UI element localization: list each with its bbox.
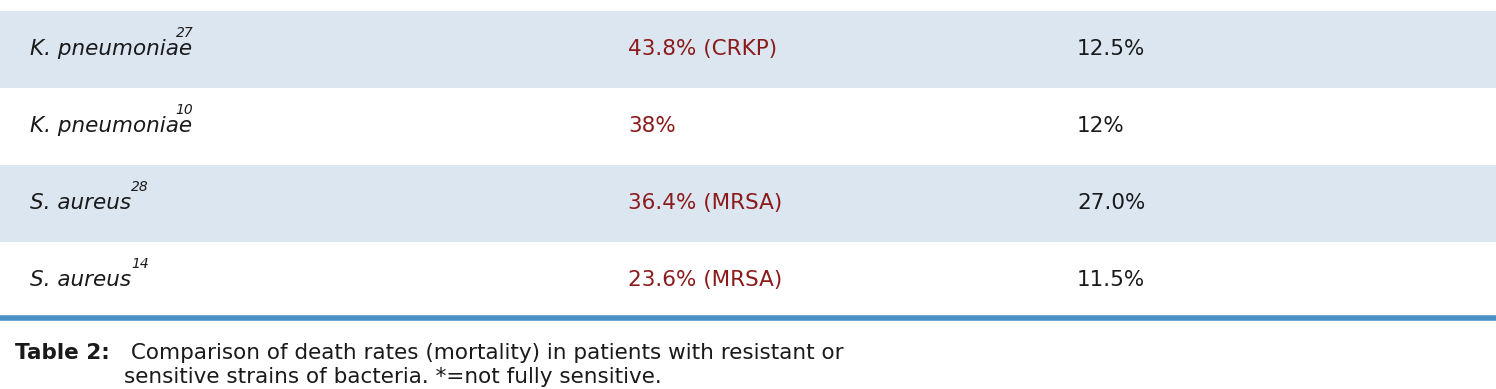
FancyBboxPatch shape — [0, 88, 1496, 165]
Text: 11.5%: 11.5% — [1077, 270, 1146, 290]
Text: 38%: 38% — [628, 116, 676, 136]
Text: K. pneumoniae: K. pneumoniae — [30, 39, 191, 59]
Text: 23.6% (MRSA): 23.6% (MRSA) — [628, 270, 782, 290]
Text: 14: 14 — [132, 257, 148, 271]
FancyBboxPatch shape — [0, 242, 1496, 319]
Text: 43.8% (CRKP): 43.8% (CRKP) — [628, 39, 778, 59]
Text: Table 2:: Table 2: — [15, 343, 109, 363]
Text: 27.0%: 27.0% — [1077, 193, 1146, 213]
Text: 27: 27 — [177, 26, 193, 40]
Text: 36.4% (MRSA): 36.4% (MRSA) — [628, 193, 782, 213]
Text: S. aureus: S. aureus — [30, 193, 132, 213]
Text: 10: 10 — [177, 103, 193, 117]
Text: Comparison of death rates (mortality) in patients with resistant or
sensitive st: Comparison of death rates (mortality) in… — [124, 343, 844, 387]
FancyBboxPatch shape — [0, 11, 1496, 88]
FancyBboxPatch shape — [0, 165, 1496, 242]
Text: 12.5%: 12.5% — [1077, 39, 1146, 59]
Text: S. aureus: S. aureus — [30, 270, 132, 290]
Text: 28: 28 — [132, 180, 148, 194]
Text: K. pneumoniae: K. pneumoniae — [30, 116, 191, 136]
Text: 12%: 12% — [1077, 116, 1125, 136]
